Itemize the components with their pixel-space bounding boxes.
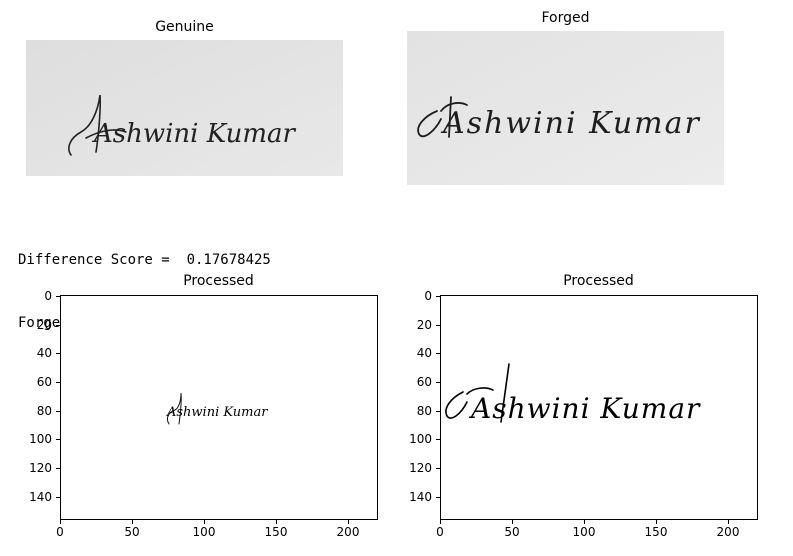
genuine-title: Genuine [155, 19, 214, 35]
plot1-xtick: 100 [192, 525, 216, 539]
plot1-title: Processed [183, 273, 254, 289]
plot1-ytick: 60 [36, 375, 52, 389]
plot1-axes: Ashwini Kumar [60, 295, 378, 520]
plot2-ytick: 0 [424, 289, 432, 303]
plot1-xtick: 0 [56, 525, 64, 539]
plot2-xtick: 150 [644, 525, 668, 539]
forged-signature-text: Ashwini Kumar [440, 106, 701, 141]
difference-score: Difference Score = 0.17678425 [18, 252, 271, 268]
genuine-signature-text: Ashwini Kumar [92, 119, 297, 149]
forged-signature-image: Ashwini Kumar [407, 31, 724, 185]
plot2-ytick: 120 [409, 461, 432, 475]
plot1-ytick: 140 [29, 490, 52, 504]
plot2-ytick: 80 [416, 404, 432, 418]
plot2-ytick: 40 [416, 346, 432, 360]
plot1-xtick: 50 [124, 525, 140, 539]
plot1-ytick: 0 [44, 289, 52, 303]
plot1-xtick: 200 [336, 525, 360, 539]
plot1-xtick: 150 [264, 525, 288, 539]
plot2-ytick: 20 [416, 318, 432, 332]
genuine-signature-image: Ashwini Kumar [26, 40, 343, 176]
plot2-xtick: 100 [572, 525, 596, 539]
plot1-ytick: 20 [36, 318, 52, 332]
plot1-ytick: 40 [36, 346, 52, 360]
plot1-signature-text: Ashwini Kumar [166, 405, 268, 420]
plot1-ytick: 100 [29, 432, 52, 446]
plot2-ytick: 140 [409, 490, 432, 504]
plot2-xtick: 50 [504, 525, 520, 539]
forged-title: Forged [541, 10, 590, 26]
plot2-title: Processed [563, 273, 634, 289]
plot2-signature-text: Ashwini Kumar [468, 392, 701, 425]
plot2-axes: Ashwini Kumar [440, 295, 758, 520]
plot2-ytick: 60 [416, 375, 432, 389]
plot2-xtick: 0 [436, 525, 444, 539]
plot2-xtick: 200 [716, 525, 740, 539]
plot1-ytick: 120 [29, 461, 52, 475]
plot2-ytick: 100 [409, 432, 432, 446]
plot1-ytick: 80 [36, 404, 52, 418]
